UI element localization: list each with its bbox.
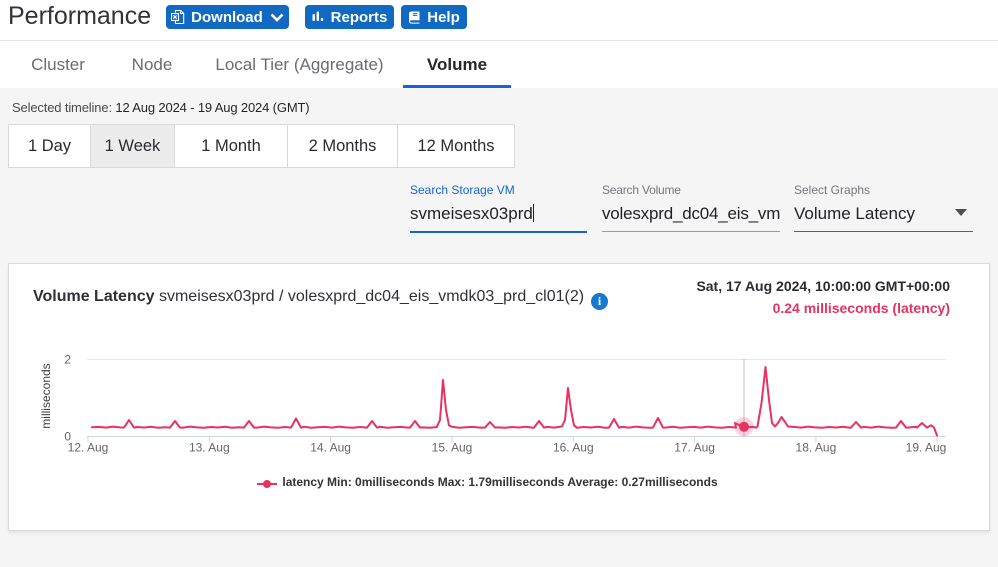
svg-text:12. Aug: 12. Aug [68, 441, 109, 455]
svg-text:milliseconds: milliseconds [39, 363, 53, 428]
svg-text:16. Aug: 16. Aug [553, 441, 594, 455]
svg-text:13. Aug: 13. Aug [189, 441, 230, 455]
svg-text:2: 2 [64, 353, 71, 367]
svg-text:17. Aug: 17. Aug [674, 441, 715, 455]
svg-text:18. Aug: 18. Aug [796, 441, 837, 455]
svg-text:14. Aug: 14. Aug [310, 441, 351, 455]
svg-text:19. Aug: 19. Aug [906, 441, 947, 455]
svg-text:0: 0 [64, 430, 71, 444]
svg-text:15. Aug: 15. Aug [432, 441, 473, 455]
